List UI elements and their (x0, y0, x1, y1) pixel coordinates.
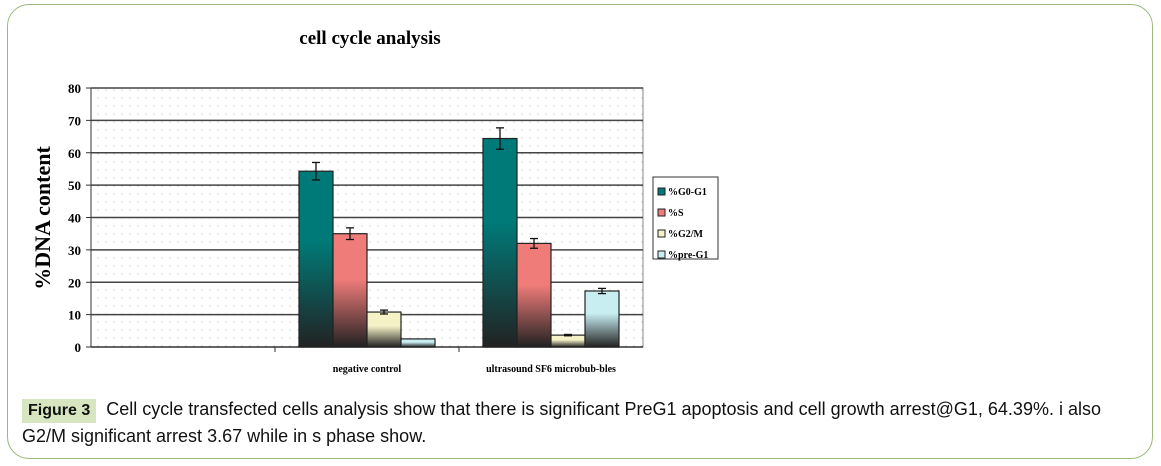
legend-label: %pre-G1 (668, 250, 708, 261)
y-tick-label: 20 (68, 275, 81, 290)
y-tick-label: 50 (68, 178, 81, 193)
legend-label: %S (668, 208, 684, 219)
x-tick-label: negative control (333, 364, 402, 375)
legend: %G0-G1 %S %G2/M %pre-G1 (652, 176, 719, 261)
legend-swatch (657, 250, 666, 259)
bar-preg1 (584, 290, 620, 348)
figure-frame (7, 4, 1153, 459)
y-tick-label: 40 (68, 211, 81, 226)
x-tick-label: ultrasound SF6 microbub-bles (486, 364, 616, 375)
legend-swatch (657, 187, 666, 196)
y-axis-label: %DNA content (30, 146, 55, 290)
y-tick-label: 10 (68, 308, 81, 323)
bar-s (516, 242, 552, 348)
chart-title: cell cycle analysis (299, 28, 440, 49)
y-tick-label: 70 (68, 113, 81, 128)
y-tick-label: 80 (68, 81, 81, 96)
legend-swatch (657, 229, 666, 238)
legend-label: %G0-G1 (668, 187, 707, 198)
bar-g0g1 (482, 137, 518, 348)
legend-label: %G2/M (668, 229, 704, 240)
y-tick-label: 0 (75, 340, 82, 355)
bar-s (332, 233, 368, 348)
bar-preg1 (400, 338, 436, 348)
bar-g0g1 (298, 170, 334, 348)
y-tick-label: 30 (68, 243, 81, 258)
figure-caption: Figure 3 Cell cycle transfected cells ana… (22, 396, 1142, 449)
bar-g2m (550, 334, 586, 348)
bar-chart: cell cycle analysis %DNA content 0 10 20 30… (30, 28, 719, 375)
caption-text: Cell cycle transfected cells analysis sh… (22, 399, 1101, 446)
figure-label: Figure 3 (22, 399, 97, 423)
legend-swatch (657, 208, 666, 217)
y-tick-label: 60 (68, 146, 81, 161)
bar-g2m (366, 311, 402, 348)
